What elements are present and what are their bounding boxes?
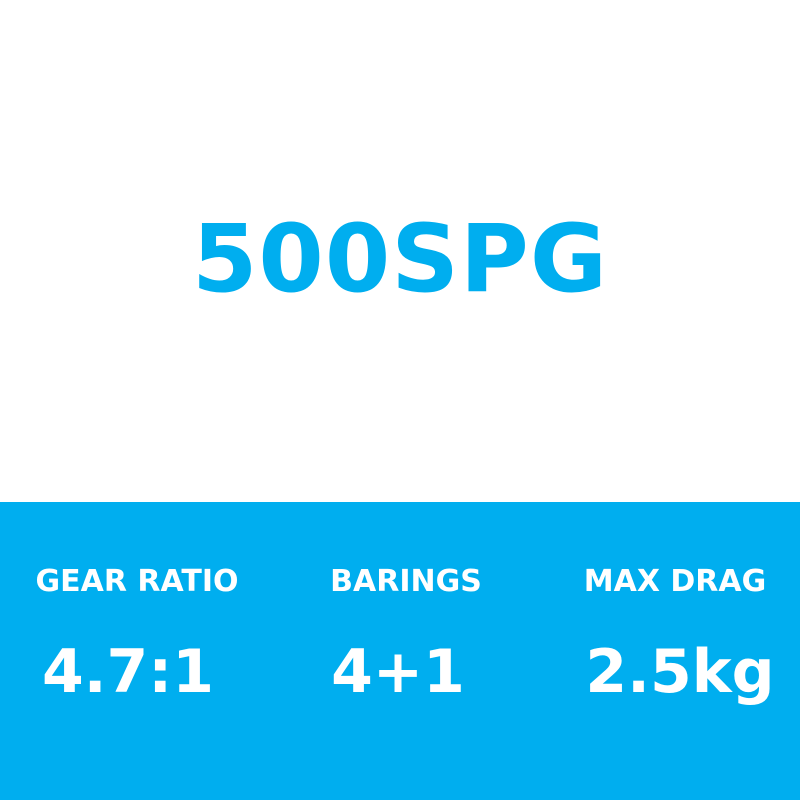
spec-value: 4+1: [331, 637, 465, 707]
model-title: 500SPG: [192, 205, 608, 314]
spec-label: BARINGS: [330, 564, 482, 599]
spec-label: MAX DRAG: [583, 564, 767, 599]
spec-label: GEAR RATIO: [35, 564, 239, 599]
spec-value: 4.7:1: [41, 637, 215, 707]
specs-band: GEAR RATIO 4.7:1 BARINGS 4+1 MAX DRAG 2.…: [0, 502, 800, 800]
spec-value: 2.5kg: [585, 637, 775, 707]
